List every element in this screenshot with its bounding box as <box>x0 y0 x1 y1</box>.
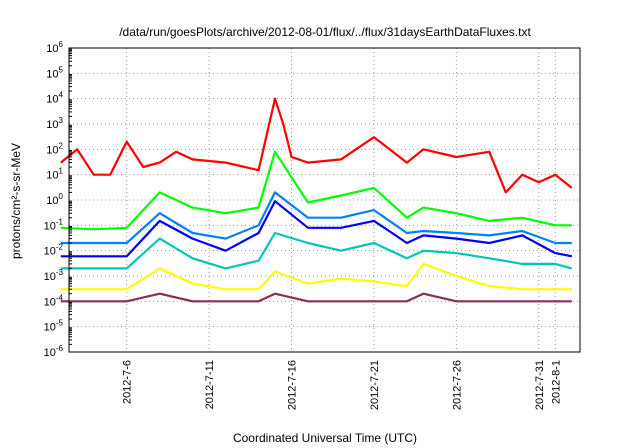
y-tick-label: 103 <box>46 116 63 131</box>
series-line-4 <box>60 200 573 258</box>
series-line-2 <box>60 262 572 291</box>
y-tick-label: 106 <box>46 40 63 55</box>
series-layer <box>60 97 573 303</box>
x-tick-label: 2012-7-6 <box>122 360 134 404</box>
y-tick-label: 10-4 <box>44 293 64 308</box>
y-tick-label: 104 <box>46 91 63 106</box>
x-tick-label: 2012-8-1 <box>550 360 562 404</box>
y-tick-label: 10-2 <box>44 243 64 258</box>
series-line-6 <box>60 150 572 231</box>
y-tick-label: 10-1 <box>44 217 64 232</box>
series-line-5 <box>60 191 572 245</box>
y-tick-label: 105 <box>46 65 63 80</box>
x-tick-label: 2012-7-26 <box>451 360 463 410</box>
y-axis-label: protons/cm²-s-sr-MeV <box>9 143 23 259</box>
y-tick-label: 10-6 <box>44 344 64 359</box>
plot-frame <box>68 47 581 353</box>
x-tick-label: 2012-7-31 <box>534 360 546 410</box>
x-tick-label: 2012-7-21 <box>369 360 381 410</box>
series-line-3 <box>60 231 573 270</box>
y-tick-label: 102 <box>46 141 63 156</box>
x-tick-label: 2012-7-11 <box>204 360 216 409</box>
y-tick-label: 10-3 <box>44 268 64 283</box>
grid-lines <box>69 47 580 353</box>
series-line-1 <box>60 292 572 303</box>
chart-title: /data/run/goesPlots/archive/2012-08-01/f… <box>119 25 531 39</box>
series-line-7 <box>60 97 573 194</box>
axis-ticks: 10-6 10-5 10-4 10-3 10-2 10-1 100 101 102 103 104 1… <box>44 40 563 410</box>
y-tick-label: 100 <box>46 192 63 207</box>
x-tick-label: 2012-7-16 <box>287 360 299 410</box>
y-tick-label: 101 <box>46 167 63 182</box>
x-axis-label: Coordinated Universal Time (UTC) <box>233 431 417 445</box>
y-tick-label: 10-5 <box>44 319 64 334</box>
